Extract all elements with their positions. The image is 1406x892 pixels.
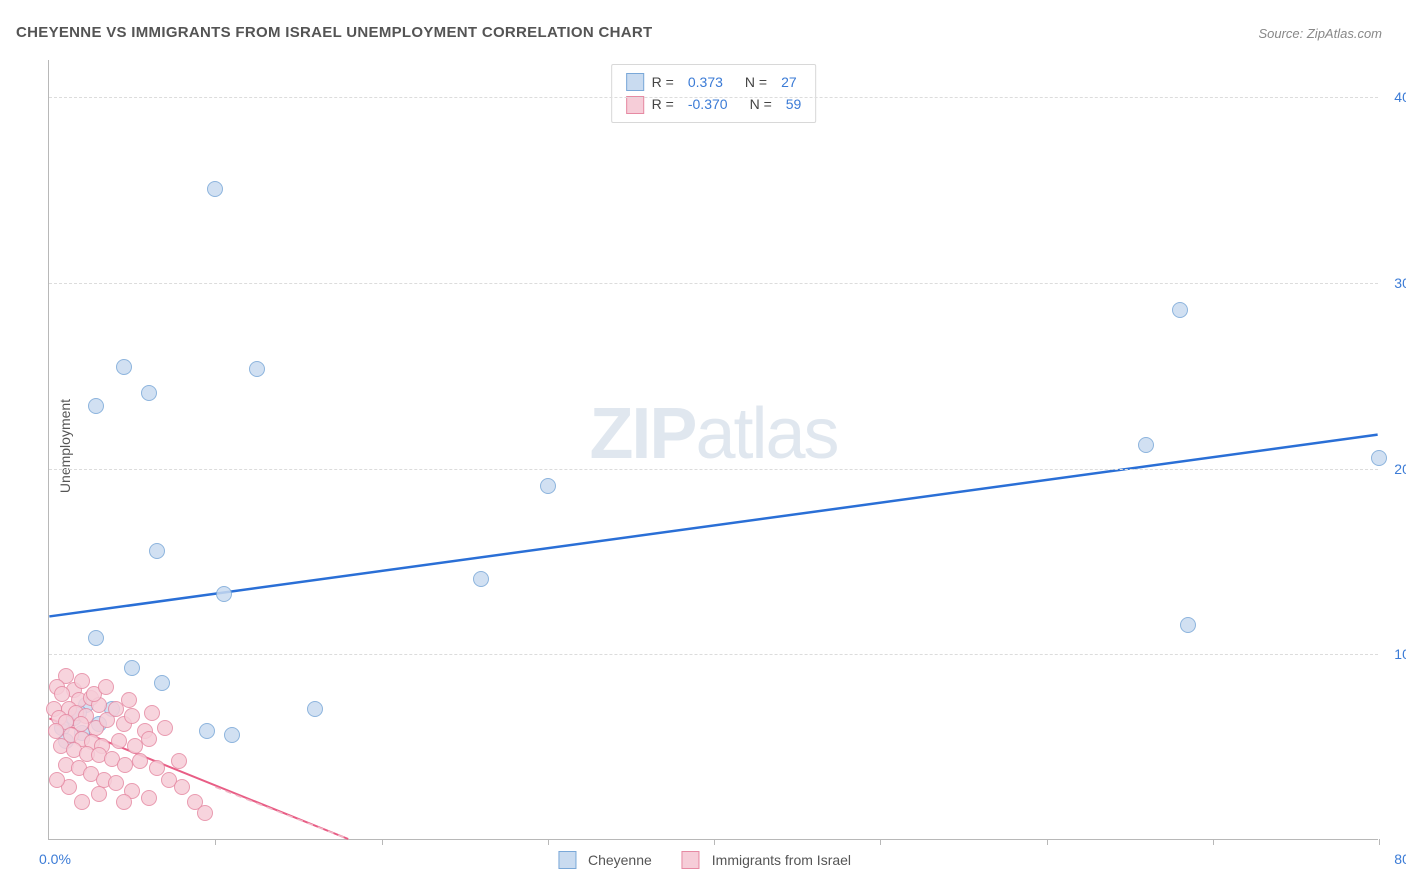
scatter-point (111, 733, 127, 749)
r-label: R = (652, 71, 674, 93)
scatter-point (224, 727, 240, 743)
trend-lines-svg (49, 60, 1378, 839)
scatter-point (141, 385, 157, 401)
scatter-point (124, 660, 140, 676)
y-tick-label: 10.0% (1394, 646, 1406, 662)
x-tick-mark (880, 839, 881, 845)
x-tick-label-max: 80.0% (1394, 851, 1406, 867)
scatter-point (74, 794, 90, 810)
scatter-point (307, 701, 323, 717)
scatter-point (540, 478, 556, 494)
scatter-point (98, 679, 114, 695)
scatter-point (124, 708, 140, 724)
legend-series-label: Cheyenne (588, 852, 652, 868)
scatter-point (88, 630, 104, 646)
gridline (49, 469, 1378, 470)
x-tick-label-min: 0.0% (39, 851, 71, 867)
scatter-point (157, 720, 173, 736)
scatter-point (249, 361, 265, 377)
scatter-point (473, 571, 489, 587)
x-tick-mark (382, 839, 383, 845)
scatter-point (141, 790, 157, 806)
correlation-legend: R =0.373N =27R =-0.370N =59 (611, 64, 817, 123)
gridline (49, 654, 1378, 655)
trend-line (215, 787, 348, 839)
scatter-point (1172, 302, 1188, 318)
scatter-point (88, 398, 104, 414)
gridline (49, 97, 1378, 98)
source-attribution: Source: ZipAtlas.com (1258, 26, 1382, 41)
r-value: 0.373 (688, 71, 723, 93)
chart-title: CHEYENNE VS IMMIGRANTS FROM ISRAEL UNEMP… (16, 24, 652, 41)
scatter-point (197, 805, 213, 821)
trend-line (49, 435, 1377, 617)
scatter-point (49, 772, 65, 788)
scatter-point (171, 753, 187, 769)
legend-stat-row: R = 0.373 N = 27 (626, 71, 802, 93)
series-legend: Cheyenne Immigrants from Israel (558, 851, 869, 869)
legend-swatch (558, 851, 576, 869)
x-tick-mark (1379, 839, 1380, 845)
scatter-point (154, 675, 170, 691)
n-value: 27 (781, 71, 797, 93)
scatter-point (1180, 617, 1196, 633)
scatter-point (121, 692, 137, 708)
x-tick-mark (548, 839, 549, 845)
scatter-point (116, 359, 132, 375)
scatter-point (174, 779, 190, 795)
scatter-point (207, 181, 223, 197)
y-tick-label: 40.0% (1394, 89, 1406, 105)
scatter-point (74, 673, 90, 689)
x-tick-mark (714, 839, 715, 845)
scatter-point (116, 794, 132, 810)
scatter-point (199, 723, 215, 739)
scatter-point (108, 775, 124, 791)
x-tick-mark (215, 839, 216, 845)
gridline (49, 283, 1378, 284)
y-tick-label: 20.0% (1394, 461, 1406, 477)
legend-swatch (626, 96, 644, 114)
y-tick-label: 30.0% (1394, 275, 1406, 291)
scatter-point (141, 731, 157, 747)
chart-plot-area: ZIPatlas R =0.373N =27R =-0.370N =59 Che… (48, 60, 1378, 840)
scatter-point (91, 786, 107, 802)
scatter-point (144, 705, 160, 721)
scatter-point (117, 757, 133, 773)
legend-swatch (682, 851, 700, 869)
legend-swatch (626, 73, 644, 91)
scatter-point (149, 543, 165, 559)
x-tick-mark (1047, 839, 1048, 845)
x-tick-mark (1213, 839, 1214, 845)
scatter-point (1138, 437, 1154, 453)
scatter-point (216, 586, 232, 602)
n-label: N = (745, 71, 767, 93)
scatter-point (1371, 450, 1387, 466)
scatter-point (54, 686, 70, 702)
scatter-point (132, 753, 148, 769)
legend-series-label: Immigrants from Israel (712, 852, 851, 868)
scatter-point (48, 723, 64, 739)
